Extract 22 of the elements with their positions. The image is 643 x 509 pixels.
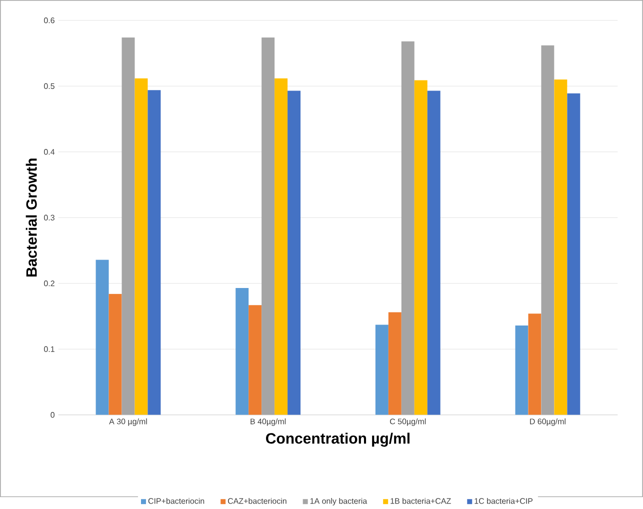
bar	[427, 90, 440, 415]
bar	[388, 312, 402, 415]
bar	[528, 313, 542, 415]
x-axis-title: Concentration µg/ml	[266, 432, 410, 447]
bar	[134, 78, 148, 415]
bar	[122, 37, 135, 415]
bar	[148, 90, 161, 415]
bar	[401, 41, 414, 415]
bar	[567, 93, 580, 415]
bar	[375, 324, 388, 415]
bar	[541, 45, 554, 415]
bar	[96, 260, 109, 415]
y-axis-title: Bacterial Growth	[26, 158, 37, 276]
bar	[515, 325, 528, 415]
bar	[262, 37, 275, 415]
bar	[274, 78, 288, 415]
bar	[236, 288, 249, 415]
bar	[248, 304, 262, 415]
bar	[554, 79, 568, 415]
bar	[288, 90, 301, 415]
bar	[108, 294, 122, 415]
bar	[414, 80, 428, 415]
